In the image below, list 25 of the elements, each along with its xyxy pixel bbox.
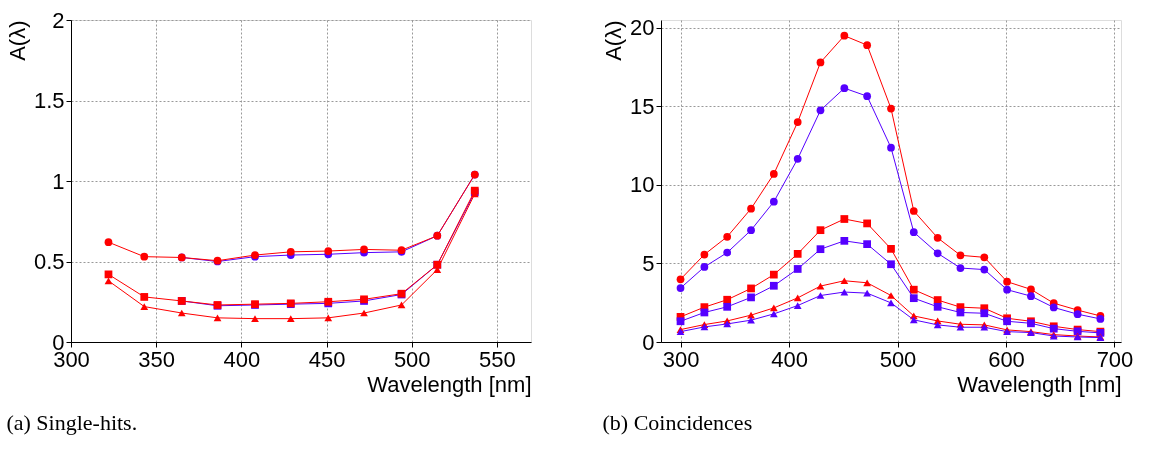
x-tick-label: 400 <box>223 346 261 372</box>
y-axis-title: A(λ) <box>4 20 30 61</box>
y-tick-label: 1 <box>52 168 65 194</box>
x-tick-label: 500 <box>879 346 917 372</box>
y-tick-label: 5 <box>642 250 655 276</box>
x-axis-title: Wavelength [nm] <box>957 371 1122 397</box>
x-tick-label: 600 <box>988 346 1025 372</box>
x-tick-label: 550 <box>479 346 516 372</box>
x-tick-label: 500 <box>393 346 431 372</box>
y-tick-label: 15 <box>630 93 655 119</box>
y-tick-label: 20 <box>630 15 655 41</box>
x-axis-title: Wavelength [nm] <box>367 371 532 397</box>
text: (a) Single-hits. <box>6 410 138 435</box>
y-tick-label: 0.5 <box>33 249 65 274</box>
x-tick-label: 300 <box>662 346 700 372</box>
x-tick-label: 400 <box>771 346 808 372</box>
y-tick-label: 0 <box>642 329 655 355</box>
x-tick-label: 350 <box>138 346 176 372</box>
y-tick-label: 10 <box>630 172 655 198</box>
x-tick-label: 700 <box>1096 346 1134 372</box>
y-tick-label: 2 <box>52 7 65 33</box>
y-tick-label: 1.5 <box>33 88 65 113</box>
x-tick-label: 450 <box>308 346 346 372</box>
text: (b) Coincidences <box>602 410 753 435</box>
y-axis-title: A(λ) <box>601 20 627 61</box>
